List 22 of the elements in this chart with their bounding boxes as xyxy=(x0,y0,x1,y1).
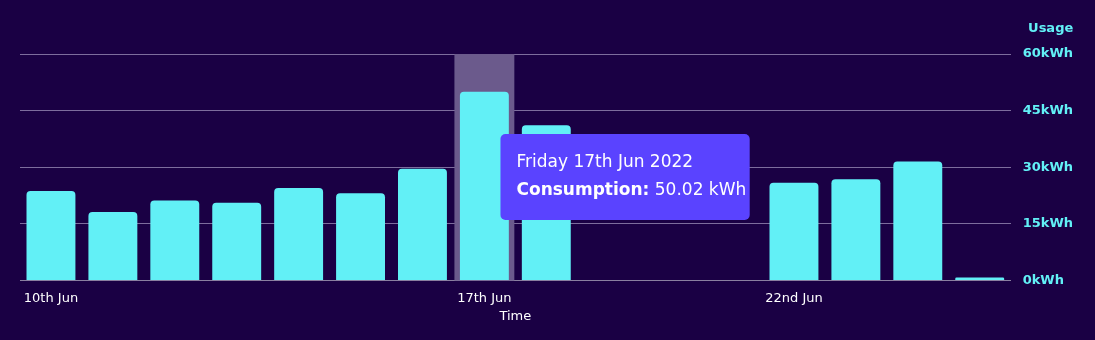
y-tick-label: 60kWh xyxy=(1022,45,1074,61)
bar xyxy=(274,187,324,280)
bar xyxy=(831,179,881,280)
x-tick-label: 10th Jun xyxy=(23,289,79,305)
bar xyxy=(88,212,138,280)
bar xyxy=(150,200,200,280)
bar xyxy=(26,190,76,280)
x-tick-label: 17th Jun xyxy=(457,289,512,305)
bar xyxy=(336,193,385,280)
annotation: Friday 17th Jun 2022 Consumption: 50.02 kWh xyxy=(516,151,747,200)
y-axis-title: Usage xyxy=(1028,20,1074,36)
bar xyxy=(769,182,819,280)
y-tick-label: 0kWh xyxy=(1022,271,1064,287)
bar xyxy=(893,161,943,280)
x-tick-label: 22nd Jun xyxy=(765,289,823,305)
bar xyxy=(212,202,262,280)
bar xyxy=(955,277,1005,280)
y-tick-label: 30kWh xyxy=(1022,158,1074,174)
y-tick-label: 45kWh xyxy=(1022,101,1074,117)
y-tick-label: 15kWh xyxy=(1022,215,1074,231)
x-axis-title: Time xyxy=(498,308,532,324)
bar xyxy=(398,168,447,280)
